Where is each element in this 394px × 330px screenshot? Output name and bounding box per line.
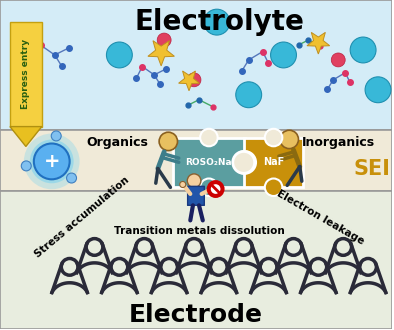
Text: Transition metals dissolution: Transition metals dissolution	[113, 226, 284, 236]
Circle shape	[204, 9, 230, 35]
Polygon shape	[148, 41, 175, 66]
Circle shape	[234, 151, 256, 173]
Circle shape	[350, 37, 376, 63]
Circle shape	[21, 161, 31, 171]
Circle shape	[67, 173, 76, 183]
Text: Express entry: Express entry	[21, 39, 30, 110]
Circle shape	[233, 151, 255, 173]
FancyBboxPatch shape	[0, 0, 392, 130]
Circle shape	[106, 42, 132, 68]
FancyBboxPatch shape	[0, 130, 392, 191]
Circle shape	[200, 129, 217, 146]
Text: +: +	[43, 152, 60, 171]
Polygon shape	[10, 127, 42, 147]
Circle shape	[236, 82, 262, 108]
Text: SEI: SEI	[353, 159, 390, 180]
Text: ROSO₂Na: ROSO₂Na	[186, 158, 232, 167]
Text: Stress accumulation: Stress accumulation	[32, 175, 131, 259]
FancyBboxPatch shape	[0, 191, 392, 329]
FancyBboxPatch shape	[244, 138, 303, 187]
Circle shape	[208, 182, 223, 197]
Circle shape	[157, 33, 171, 47]
FancyBboxPatch shape	[188, 186, 204, 205]
FancyBboxPatch shape	[173, 138, 245, 187]
FancyBboxPatch shape	[10, 22, 42, 127]
Text: Organics: Organics	[86, 136, 148, 149]
Circle shape	[24, 134, 80, 189]
Text: NaF: NaF	[263, 157, 284, 167]
Polygon shape	[307, 32, 330, 54]
Circle shape	[265, 179, 282, 196]
Circle shape	[271, 42, 296, 68]
Circle shape	[180, 182, 186, 187]
Circle shape	[51, 131, 61, 141]
Text: Electrolyte: Electrolyte	[135, 8, 305, 36]
Circle shape	[200, 179, 217, 196]
Polygon shape	[178, 71, 199, 91]
Circle shape	[159, 132, 178, 150]
Circle shape	[331, 53, 345, 67]
Circle shape	[187, 174, 201, 187]
Text: Electrode: Electrode	[129, 303, 263, 327]
Circle shape	[265, 129, 282, 146]
Circle shape	[365, 77, 391, 103]
Text: Inorganics: Inorganics	[302, 136, 375, 149]
Text: Electron leakage: Electron leakage	[275, 188, 366, 246]
Circle shape	[34, 144, 70, 179]
Circle shape	[187, 73, 201, 87]
Circle shape	[30, 140, 74, 183]
Circle shape	[280, 130, 299, 148]
